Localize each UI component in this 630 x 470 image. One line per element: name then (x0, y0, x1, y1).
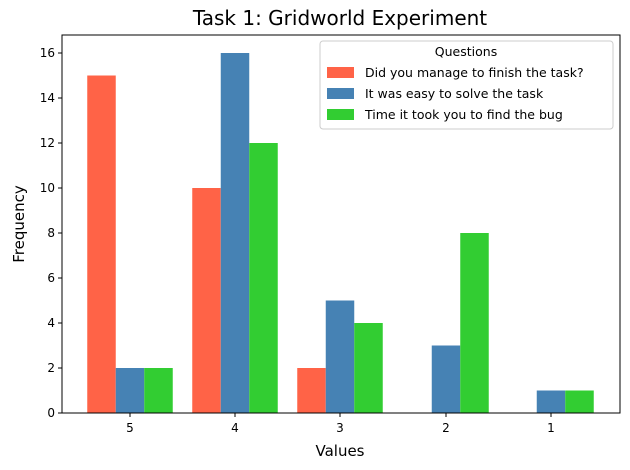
legend-entry-2: It was easy to solve the task (365, 86, 544, 101)
bar-2-1 (536, 390, 566, 413)
bar-3-5 (144, 368, 173, 413)
legend-title: Questions (435, 44, 497, 59)
legend-entry-1: Did you manage to finish the task? (365, 65, 584, 80)
bar-3-4 (249, 143, 278, 413)
x-tick-label: 2 (442, 421, 450, 435)
legend-swatch-3 (327, 109, 354, 120)
y-tick-label: 2 (47, 361, 55, 375)
x-tick-label: 1 (547, 421, 555, 435)
y-axis-title: Frequency (10, 185, 28, 263)
y-tick-label: 16 (40, 46, 55, 60)
bar-2-2 (431, 345, 461, 413)
x-tick-label: 3 (336, 421, 344, 435)
bar-1-4 (192, 188, 221, 413)
bar-3-1 (565, 390, 594, 413)
bar-2-3 (325, 300, 355, 413)
legend-swatch-1 (327, 67, 354, 78)
legend-frame (319, 40, 614, 130)
y-tick-label: 0 (47, 406, 55, 420)
chart-title: Task 1: Gridworld Experiment (192, 6, 487, 30)
y-tick-label: 10 (40, 181, 55, 195)
bar-2-4 (220, 53, 250, 413)
x-axis-title: Values (315, 442, 364, 460)
legend: Questions Did you manage to finish the t… (319, 40, 614, 130)
x-tick-label: 5 (126, 421, 134, 435)
bar-2-5 (115, 368, 145, 413)
y-tick-label: 12 (40, 136, 55, 150)
bar-3-3 (354, 323, 383, 413)
x-tick-label: 4 (231, 421, 239, 435)
legend-entry-3: Time it took you to find the bug (364, 107, 563, 122)
y-tick-label: 8 (47, 226, 55, 240)
legend-swatch-2 (327, 88, 354, 99)
plot-frame (61, 34, 621, 414)
y-tick-label: 14 (40, 91, 55, 105)
axes-layer: 0 2 4 6 8 10 12 14 16 5 4 3 2 1 (40, 34, 621, 435)
bar-1-5 (87, 75, 116, 413)
y-tick-label: 4 (47, 316, 55, 330)
y-tick-label: 6 (47, 271, 55, 285)
bar-1-3 (297, 368, 326, 413)
bars-layer (87, 53, 594, 413)
bar-3-2 (460, 233, 489, 413)
